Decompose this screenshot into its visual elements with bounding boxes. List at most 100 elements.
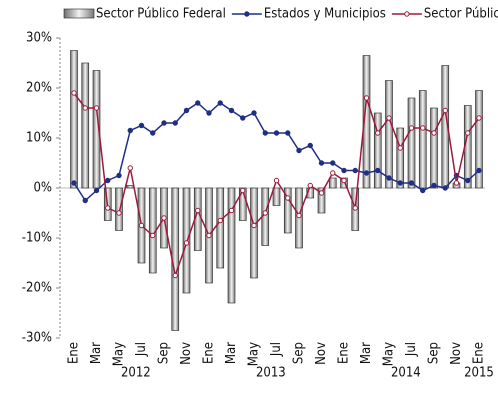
marker — [71, 180, 77, 186]
marker — [476, 115, 482, 121]
marker — [296, 212, 302, 219]
line — [73, 102, 480, 202]
marker — [386, 115, 392, 121]
marker — [105, 177, 111, 184]
bar — [430, 107, 438, 189]
marker — [352, 167, 358, 174]
marker — [172, 272, 178, 279]
x-tick-label: Nov — [179, 342, 194, 365]
x-tick-label: Ene — [67, 342, 82, 364]
marker — [296, 147, 302, 154]
marker — [442, 107, 448, 114]
x-tick-label: Jul — [134, 342, 149, 357]
marker — [251, 222, 257, 229]
y-tick-label: 30% — [26, 31, 52, 46]
marker — [307, 142, 313, 149]
x-tick-label: May — [382, 342, 397, 366]
legend-label: Estados y Municipios — [264, 7, 386, 22]
x-group-label: 2013 — [256, 366, 286, 381]
bar — [115, 187, 123, 231]
legend-label: Sector Público Federal — [96, 7, 226, 22]
marker — [217, 100, 223, 106]
x-tick-label: Ene — [472, 342, 487, 364]
marker — [465, 177, 471, 184]
marker — [138, 122, 145, 129]
x-tick-label: Ene — [337, 342, 352, 364]
marker — [195, 207, 201, 214]
marker — [341, 177, 347, 184]
marker — [217, 217, 223, 224]
line — [73, 92, 480, 279]
bar — [283, 187, 292, 234]
marker — [273, 177, 280, 184]
marker — [341, 167, 347, 174]
marker — [352, 205, 358, 211]
marker — [206, 232, 212, 239]
marker — [82, 197, 88, 204]
marker — [116, 172, 122, 179]
marker — [408, 180, 415, 186]
marker — [82, 105, 88, 111]
x-tick-label: Sep — [427, 342, 442, 364]
legend-label: Sector Público — [424, 7, 498, 22]
x-group-label: 2014 — [391, 366, 421, 381]
legend-marker — [404, 11, 410, 17]
marker — [431, 182, 437, 189]
y-tick-label: -10% — [22, 231, 52, 246]
marker — [206, 110, 212, 116]
bar — [328, 177, 337, 189]
marker — [453, 180, 460, 186]
marker — [375, 167, 381, 174]
x-tick-label: Mar — [89, 342, 104, 364]
x-tick-label: Mar — [359, 342, 374, 364]
marker — [183, 240, 190, 246]
marker — [465, 130, 471, 136]
bar — [81, 62, 90, 189]
y-tick-label: 0% — [33, 181, 52, 196]
marker — [476, 167, 482, 174]
x-tick-label: Mar — [224, 342, 239, 364]
marker — [195, 100, 201, 106]
x-tick-label: May — [247, 342, 262, 366]
marker — [127, 165, 133, 171]
bar — [362, 55, 371, 189]
marker — [262, 210, 268, 216]
bar — [216, 187, 225, 269]
marker — [93, 187, 100, 194]
marker — [318, 190, 325, 196]
bar — [126, 185, 135, 189]
bar — [385, 80, 393, 189]
x-group-label: 2015 — [464, 366, 494, 381]
marker — [240, 115, 246, 121]
bar — [317, 187, 326, 214]
marker — [285, 195, 291, 201]
legend-swatch — [63, 8, 95, 19]
marker — [240, 187, 246, 194]
x-tick-label: Ene — [202, 342, 217, 364]
marker — [183, 107, 190, 114]
marker — [397, 145, 403, 151]
marker — [93, 105, 100, 111]
bar — [272, 187, 281, 206]
bar — [475, 90, 483, 189]
marker — [138, 222, 145, 229]
marker — [330, 170, 336, 176]
marker — [228, 207, 235, 214]
marker — [375, 130, 381, 136]
bar — [396, 127, 405, 189]
marker — [408, 125, 415, 131]
marker — [363, 95, 370, 101]
marker — [397, 180, 403, 186]
x-tick-label: Sep — [292, 342, 307, 364]
bar — [227, 187, 236, 304]
marker — [127, 127, 133, 134]
x-tick-label: Jul — [269, 342, 284, 357]
marker — [363, 170, 370, 176]
marker — [307, 182, 313, 189]
y-tick-label: -20% — [22, 281, 52, 296]
x-group-label: 2012 — [121, 366, 151, 381]
marker — [71, 90, 77, 96]
marker — [161, 120, 167, 126]
bar — [250, 187, 258, 279]
